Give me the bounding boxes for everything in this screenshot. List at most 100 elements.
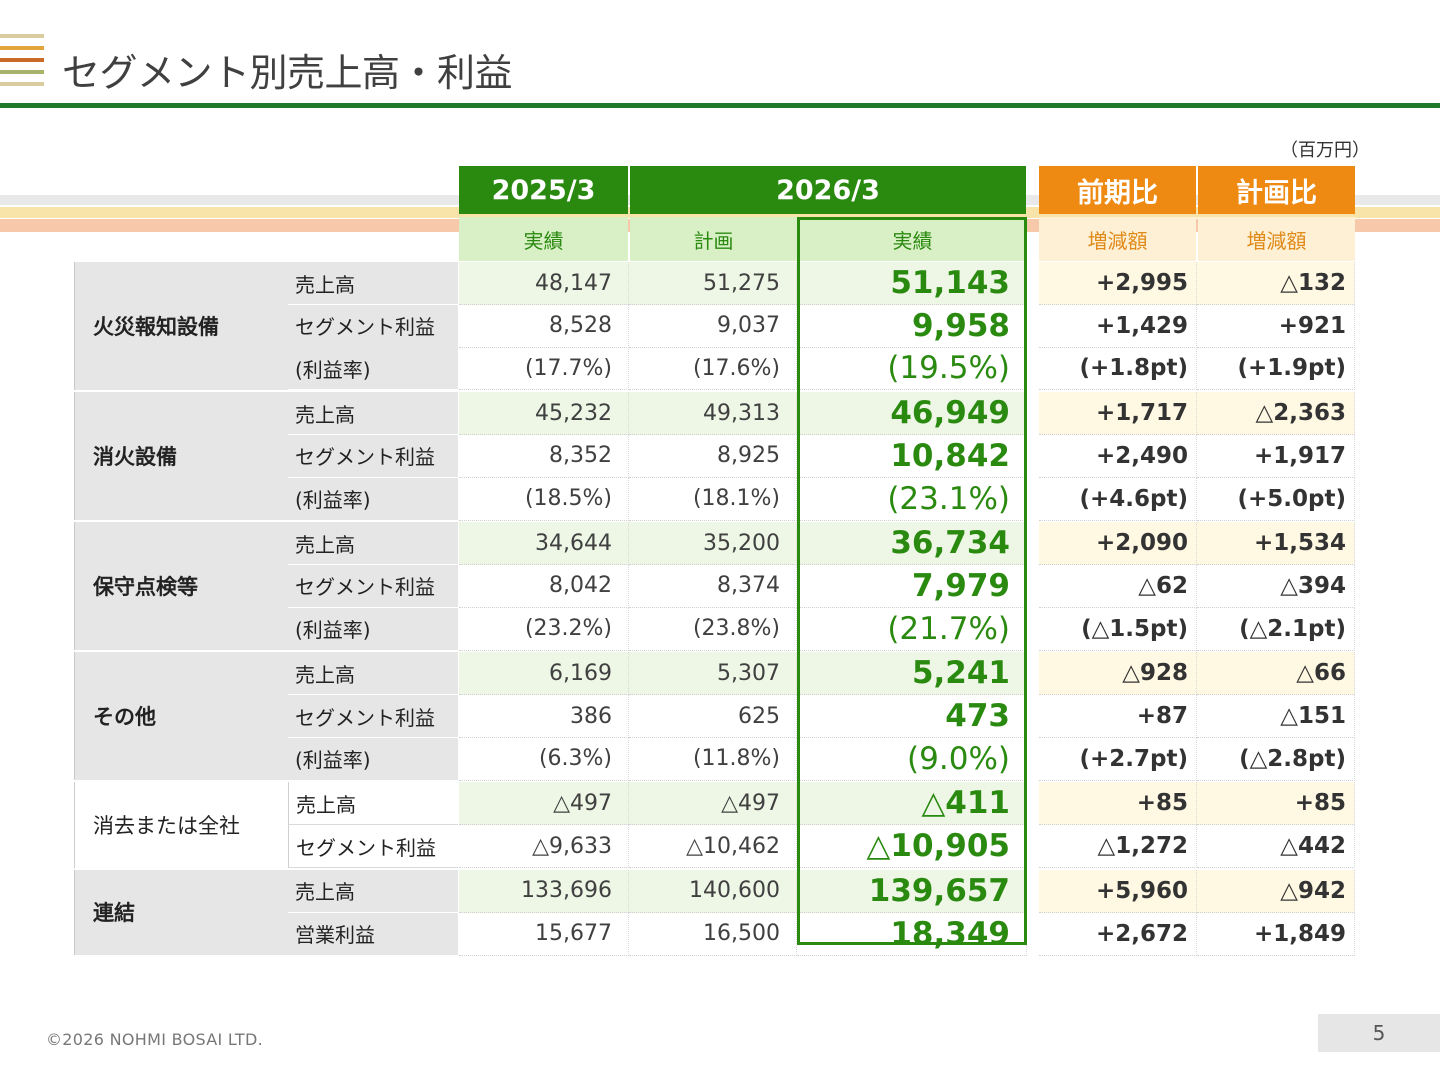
segment-name-elimination: 消去または全社 [74,782,288,868]
cell-a2025: 48,147 [459,262,629,305]
cell-vs-prev: +2,995 [1039,262,1197,305]
header-vs-prev: 前期比 [1039,166,1196,214]
cell-a2026: 36,734 [797,522,1027,566]
cell-a2026: 9,958 [797,304,1027,348]
cell-a2025: 8,042 [459,564,629,608]
cell-vs-plan: (△2.8pt) [1197,737,1355,781]
cell-vs-prev: +2,672 [1039,912,1197,956]
cell-vs-plan: (+1.9pt) [1197,347,1355,391]
cell-a2026: 473 [797,695,1027,738]
cell-a2026: 10,842 [797,434,1027,478]
row-label: セグメント利益 [288,564,458,608]
cell-vs-prev: +1,429 [1039,304,1197,348]
cell-vs-plan: +1,849 [1197,912,1355,956]
row-label: セグメント利益 [288,304,458,348]
cell-a2025: (6.3%) [459,737,629,781]
cell-plan: (18.1%) [629,477,797,521]
cell-plan: (23.8%) [629,607,797,651]
subheader-actual-2026: 実績 [799,217,1026,261]
header-fy2026: 2026/3 [630,166,1026,214]
cell-vs-plan: +1,534 [1197,522,1355,566]
cell-vs-plan: (+5.0pt) [1197,477,1355,521]
subheader-actual-2025: 実績 [459,217,628,261]
cell-vs-prev: +2,090 [1039,522,1197,566]
cell-vs-prev: △1,272 [1039,825,1197,869]
cell-vs-plan: △66 [1197,652,1355,696]
segment-name-fire-extinguishing: 消火設備 [74,392,288,521]
cell-a2025: (17.7%) [459,347,629,391]
cell-plan: 8,374 [629,564,797,608]
row-label: 売上高 [288,652,458,696]
cell-a2025: (18.5%) [459,477,629,521]
cell-a2026: 139,657 [797,869,1027,913]
row-label: 売上高 [288,522,458,566]
row-label: 売上高 [288,262,458,305]
cell-plan: (17.6%) [629,347,797,391]
copyright: ©2026 NOHMI BOSAI LTD. [46,1030,263,1049]
cell-a2026: △411 [797,782,1027,826]
logo-bars-icon [0,34,44,96]
cell-vs-plan: +921 [1197,304,1355,348]
cell-a2026: (21.7%) [797,607,1027,651]
cell-plan: 140,600 [629,869,797,913]
row-label: 売上高 [288,869,458,913]
row-label: セグメント利益 [288,434,458,478]
cell-a2025: 45,232 [459,392,629,436]
cell-vs-plan: △2,363 [1197,392,1355,436]
cell-a2026: 7,979 [797,564,1027,608]
cell-vs-prev: +5,960 [1039,869,1197,913]
cell-vs-plan: (△2.1pt) [1197,607,1355,651]
cell-vs-prev: △62 [1039,564,1197,608]
cell-plan: △10,462 [629,825,797,869]
row-label: (利益率) [288,347,458,391]
segment-name-fire-alarm: 火災報知設備 [74,262,288,391]
cell-vs-prev: +87 [1039,695,1197,738]
segment-name-maintenance: 保守点検等 [74,522,288,651]
segment-name-other: その他 [74,652,288,781]
cell-a2025: 8,352 [459,434,629,478]
row-label: (利益率) [288,607,458,651]
row-label: 売上高 [288,782,458,826]
cell-vs-plan: △151 [1197,695,1355,738]
cell-a2026: 51,143 [797,262,1027,305]
title-divider [0,103,1440,108]
cell-a2026: 5,241 [797,652,1027,696]
cell-vs-prev: (△1.5pt) [1039,607,1197,651]
cell-plan: 8,925 [629,434,797,478]
cell-plan: (11.8%) [629,737,797,781]
cell-vs-plan: △442 [1197,825,1355,869]
cell-plan: 51,275 [629,262,797,305]
cell-plan: △497 [629,782,797,826]
cell-vs-plan: △942 [1197,869,1355,913]
cell-a2025: △497 [459,782,629,826]
cell-a2025: 386 [459,695,629,738]
row-label: 営業利益 [288,912,458,956]
unit-label: （百万円） [1280,140,1370,161]
cell-vs-prev: (+4.6pt) [1039,477,1197,521]
page-title: セグメント別売上高・利益 [62,51,513,95]
cell-plan: 49,313 [629,392,797,436]
cell-a2026: 18,349 [797,912,1027,956]
row-label: (利益率) [288,477,458,521]
cell-plan: 5,307 [629,652,797,696]
cell-a2026: △10,905 [797,825,1027,869]
cell-a2026: (9.0%) [797,737,1027,781]
row-label: (利益率) [288,737,458,781]
row-label: セグメント利益 [288,825,458,869]
cell-plan: 9,037 [629,304,797,348]
cell-a2026: (23.1%) [797,477,1027,521]
cell-vs-prev: +1,717 [1039,392,1197,436]
cell-a2025: 8,528 [459,304,629,348]
cell-plan: 35,200 [629,522,797,566]
cell-plan: 16,500 [629,912,797,956]
segment-name-consolidated: 連結 [74,869,288,956]
cell-vs-plan: △132 [1197,262,1355,305]
cell-a2026: (19.5%) [797,347,1027,391]
header-vs-plan: 計画比 [1198,166,1355,214]
subheader-change-prev: 増減額 [1039,217,1196,261]
cell-a2025: 15,677 [459,912,629,956]
row-label: 売上高 [288,392,458,436]
cell-vs-plan: +1,917 [1197,434,1355,478]
header-fy2025: 2025/3 [459,166,628,214]
subheader-change-plan: 増減額 [1198,217,1355,261]
